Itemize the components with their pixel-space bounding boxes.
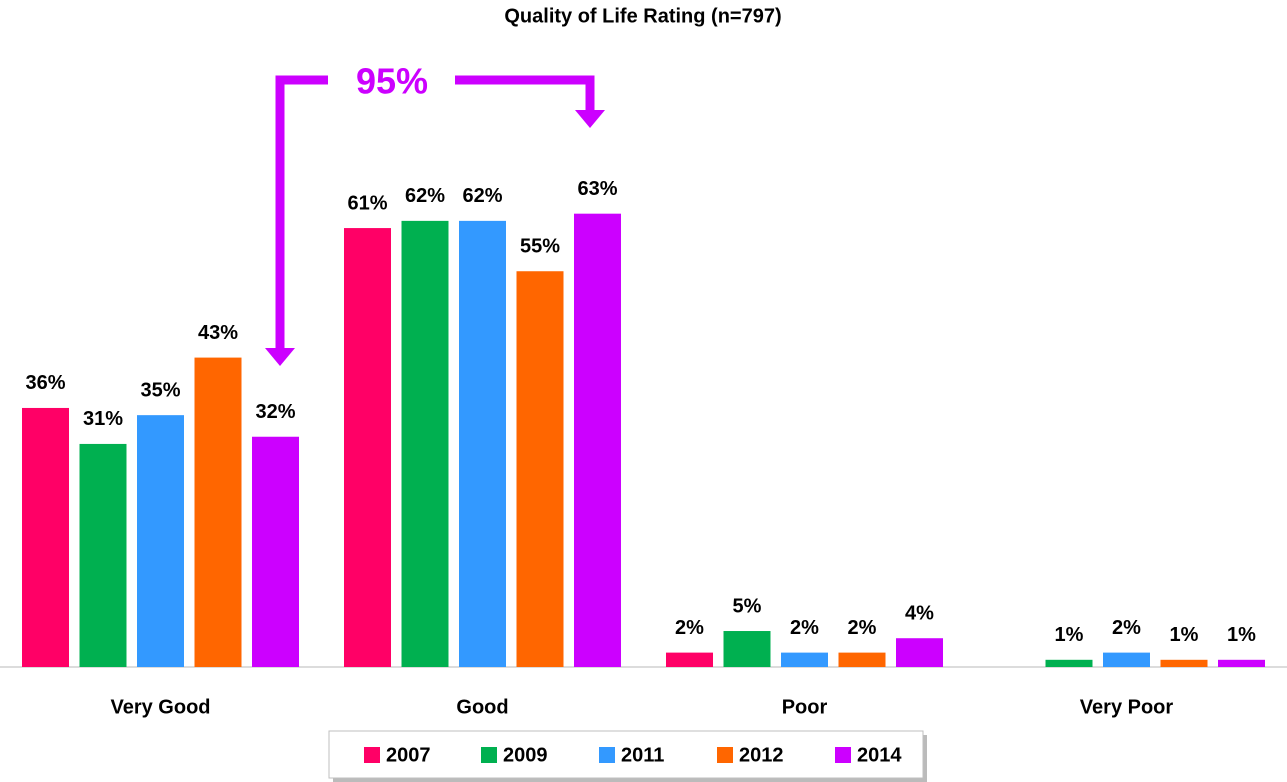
data-label: 2%: [790, 617, 819, 639]
legend-label: 2012: [739, 744, 784, 766]
legend-label: 2009: [503, 744, 548, 766]
bar: [896, 638, 943, 667]
chart-title: Quality of Life Rating (n=797): [504, 5, 781, 27]
bar: [574, 213, 621, 667]
bar: [22, 407, 69, 667]
legend-swatch: [481, 747, 497, 763]
data-label: 5%: [733, 595, 762, 617]
data-label: 31%: [83, 408, 123, 430]
x-tick-label: Poor: [782, 696, 828, 718]
bracket-left: [275, 75, 328, 350]
data-label: 61%: [347, 192, 387, 214]
bar: [137, 415, 184, 667]
legend-swatch: [835, 747, 851, 763]
data-label: 1%: [1227, 624, 1256, 646]
data-label: 1%: [1170, 624, 1199, 646]
data-label: 2%: [848, 617, 877, 639]
bar: [401, 220, 449, 667]
arrow-head: [265, 348, 295, 366]
bar: [516, 271, 564, 667]
bar: [194, 357, 242, 667]
x-tick-label: Very Good: [110, 696, 210, 718]
bar: [459, 220, 506, 667]
bar: [1160, 659, 1208, 667]
bar: [344, 228, 391, 667]
data-label: 35%: [140, 379, 180, 401]
data-label: 62%: [405, 185, 445, 207]
data-label: 63%: [577, 178, 617, 200]
data-label: 36%: [25, 372, 65, 394]
data-label: 1%: [1055, 624, 1084, 646]
arrow-head: [575, 110, 605, 128]
legend-swatch: [717, 747, 733, 763]
data-label: 43%: [198, 322, 238, 344]
bar: [1218, 659, 1265, 667]
annotation: 95%: [356, 61, 428, 102]
data-label: 55%: [520, 236, 560, 258]
x-tick-label: Very Poor: [1080, 696, 1174, 718]
legend-swatch: [364, 747, 380, 763]
bar: [79, 443, 127, 667]
x-tick-label: Good: [456, 696, 508, 718]
bar: [666, 652, 713, 667]
data-label: 4%: [905, 602, 934, 624]
bar: [838, 652, 886, 667]
data-label: 62%: [462, 185, 502, 207]
legend-label: 2014: [857, 744, 902, 766]
bar: [1045, 659, 1093, 667]
bracket-annotation: [275, 75, 595, 350]
legend: [328, 730, 924, 779]
bar: [1103, 652, 1150, 667]
legend-label: 2007: [386, 744, 431, 766]
bracket-right: [455, 75, 595, 110]
bar: [781, 652, 828, 667]
data-label: 2%: [1112, 617, 1141, 639]
legend-swatch: [599, 747, 615, 763]
data-label: 32%: [255, 401, 295, 423]
bar: [723, 631, 771, 667]
data-label: 2%: [675, 617, 704, 639]
bar: [252, 436, 299, 667]
legend-label: 2011: [621, 744, 664, 766]
